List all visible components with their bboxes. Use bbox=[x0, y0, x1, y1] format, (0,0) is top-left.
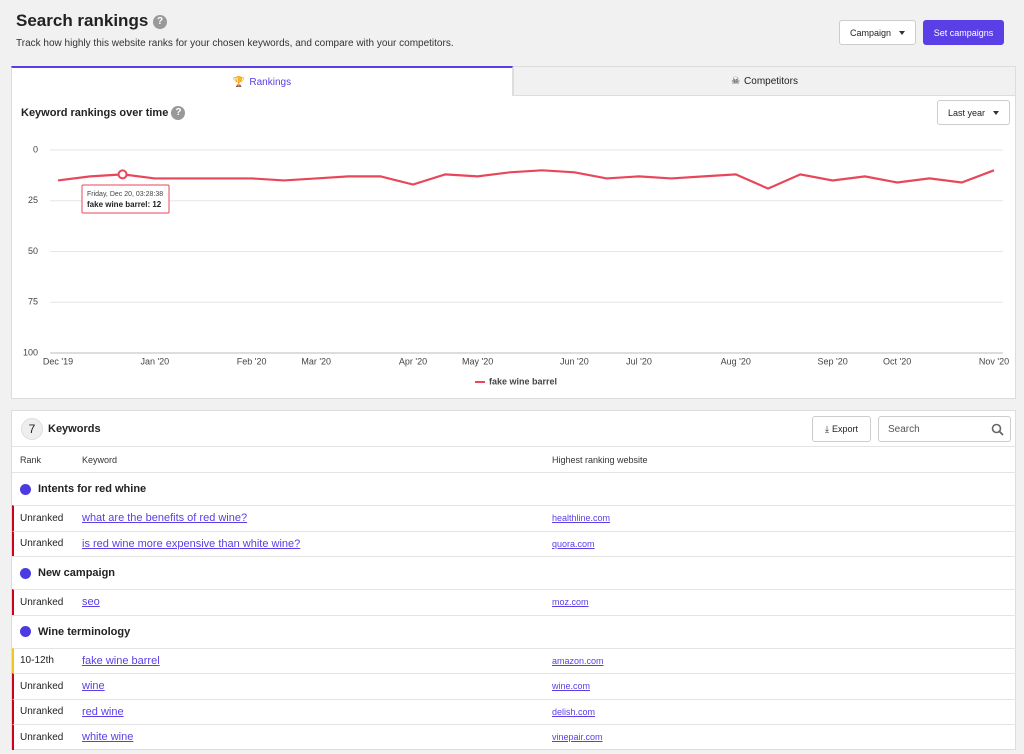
website-link[interactable]: quora.com bbox=[552, 538, 595, 549]
website-link[interactable]: healthline.com bbox=[552, 513, 611, 524]
button-label: Export bbox=[831, 424, 858, 434]
download-icon: ⤓ bbox=[825, 423, 829, 434]
keyword-link[interactable]: wine bbox=[82, 680, 105, 693]
legend-label: fake wine barrel bbox=[489, 376, 557, 386]
series-line bbox=[57, 169, 995, 190]
group-dot bbox=[20, 567, 31, 579]
keyword-row: Unranked seo moz.com bbox=[12, 589, 1016, 615]
x-tick-label: Nov '20 bbox=[979, 356, 1009, 366]
group-row: Intents for red whine bbox=[12, 472, 1016, 505]
keyword-row: Unranked red wine delish.com bbox=[12, 698, 1016, 724]
column-header: Keyword bbox=[82, 454, 118, 465]
help-icon[interactable]: ? bbox=[153, 14, 168, 29]
keyword-row: 10-12th fake wine barrel amazon.com bbox=[12, 647, 1016, 673]
rank: Unranked bbox=[20, 512, 64, 524]
website-link[interactable]: amazon.com bbox=[552, 655, 604, 666]
tab-competitors[interactable]: ☠ Competitors bbox=[513, 66, 1016, 96]
keyword-count: 7 bbox=[21, 418, 43, 440]
set-campaigns-button[interactable]: Set campaigns bbox=[923, 20, 1004, 45]
x-tick-label: Apr '20 bbox=[399, 356, 427, 366]
export-button[interactable]: ⤓ Export bbox=[812, 416, 871, 442]
search-icon bbox=[991, 423, 1004, 436]
keyword-row: Unranked white wine vinepair.com bbox=[12, 724, 1016, 750]
skull-icon: ☠ bbox=[731, 75, 741, 87]
keyword-row: Unranked is red wine more expensive than … bbox=[12, 530, 1016, 556]
x-tick-label: Oct '20 bbox=[883, 356, 911, 366]
keyword-link[interactable]: what are the benefits of red wine? bbox=[82, 512, 248, 525]
tab-rankings[interactable]: 🏆 Rankings bbox=[11, 66, 513, 96]
title-text: Keyword rankings over time bbox=[21, 106, 169, 119]
tab-label: Rankings bbox=[249, 76, 292, 88]
y-tick-label: 25 bbox=[28, 195, 38, 205]
group-row: New campaign bbox=[12, 556, 1016, 589]
caret bbox=[899, 30, 906, 35]
caret bbox=[993, 110, 1000, 115]
help-icon[interactable]: ? bbox=[171, 106, 186, 120]
placeholder: Search bbox=[888, 424, 920, 435]
tooltip-box bbox=[81, 184, 170, 214]
group-dot bbox=[20, 626, 31, 637]
y-tick-label: 50 bbox=[28, 246, 38, 256]
rank: Unranked bbox=[20, 538, 64, 550]
group-row: Wine terminology bbox=[12, 614, 1016, 648]
x-tick-label: Feb '20 bbox=[237, 356, 267, 366]
campaign-dropdown[interactable]: Campaign bbox=[839, 20, 916, 45]
column-header: Rank bbox=[20, 454, 42, 465]
group-dot bbox=[20, 483, 31, 495]
keyword-link[interactable]: red wine bbox=[82, 705, 124, 718]
rank: Unranked bbox=[20, 731, 64, 743]
y-tick-label: 100 bbox=[23, 347, 38, 357]
keyword-link[interactable]: seo bbox=[82, 596, 100, 609]
column-header: Highest ranking website bbox=[552, 454, 648, 465]
keywords-title: Keywords bbox=[48, 423, 101, 435]
chart-panel: Keyword rankings over time ? Last year bbox=[11, 96, 1016, 399]
chart: 0 25 50 75 100 Dec '19 Jan '20 Feb '20 Mar '20 Ap… bbox=[23, 144, 1009, 386]
website-link[interactable]: delish.com bbox=[552, 706, 596, 717]
subtitle: Track how highly this website ranks for … bbox=[16, 38, 454, 49]
keywords-panel: 7 Keywords ⤓ Export Search Rank Keyword Hig… bbox=[11, 410, 1016, 750]
keyword-link[interactable]: is red wine more expensive than white wi… bbox=[82, 537, 301, 550]
y-tick-label: 0 bbox=[33, 144, 38, 154]
rank: 10-12th bbox=[20, 655, 54, 667]
x-tick-label: Jan '20 bbox=[140, 356, 169, 366]
x-tick-label: Mar '20 bbox=[301, 356, 331, 366]
x-tick-label: May '20 bbox=[462, 356, 493, 366]
x-tick-label: Dec '19 bbox=[43, 356, 73, 366]
trophy-icon: 🏆 bbox=[232, 76, 246, 88]
group-label: Wine terminology bbox=[20, 616, 130, 648]
table-header: Rank Keyword Highest ranking website bbox=[12, 446, 1016, 472]
website-link[interactable]: vinepair.com bbox=[552, 732, 603, 743]
website-link[interactable]: moz.com bbox=[552, 597, 589, 608]
x-tick-label: Sep '20 bbox=[817, 356, 847, 366]
button-label: Last year bbox=[947, 107, 986, 118]
tooltip-text: fake wine barrel: 12 bbox=[87, 200, 162, 209]
x-tick-label: Jun '20 bbox=[560, 356, 589, 366]
page-title: Search rankings ? bbox=[16, 11, 168, 31]
search-input[interactable]: Search bbox=[878, 416, 1011, 442]
keyword-link[interactable]: white wine bbox=[82, 731, 134, 744]
x-tick-label: Aug '20 bbox=[721, 356, 751, 366]
range-dropdown[interactable]: Last year bbox=[937, 100, 1010, 125]
group-name: Wine terminology bbox=[38, 625, 131, 638]
website-link[interactable]: wine.com bbox=[552, 681, 591, 692]
rank: Unranked bbox=[20, 706, 64, 718]
group-name: Intents for red whine bbox=[38, 483, 147, 495]
rank: Unranked bbox=[20, 596, 64, 608]
group-name: New campaign bbox=[38, 567, 116, 579]
group-label: Intents for red whine bbox=[20, 473, 146, 505]
tooltip-date: Friday, Dec 20, 03:28:38 bbox=[87, 191, 163, 198]
title-text: Search rankings bbox=[16, 11, 149, 30]
hover-point bbox=[117, 169, 128, 180]
chart-panel-title: Keyword rankings over time ? bbox=[21, 106, 186, 120]
keyword-row: Unranked wine wine.com bbox=[12, 673, 1016, 699]
tab-label: Competitors bbox=[744, 75, 798, 87]
keyword-link[interactable]: fake wine barrel bbox=[82, 654, 160, 667]
y-tick-label: 75 bbox=[28, 297, 38, 307]
x-tick-label: Jul '20 bbox=[626, 356, 652, 366]
rank: Unranked bbox=[20, 680, 64, 692]
keyword-row: Unranked what are the benefits of red win… bbox=[12, 505, 1016, 531]
button-label: Campaign bbox=[849, 27, 892, 38]
group-label: New campaign bbox=[20, 557, 115, 589]
